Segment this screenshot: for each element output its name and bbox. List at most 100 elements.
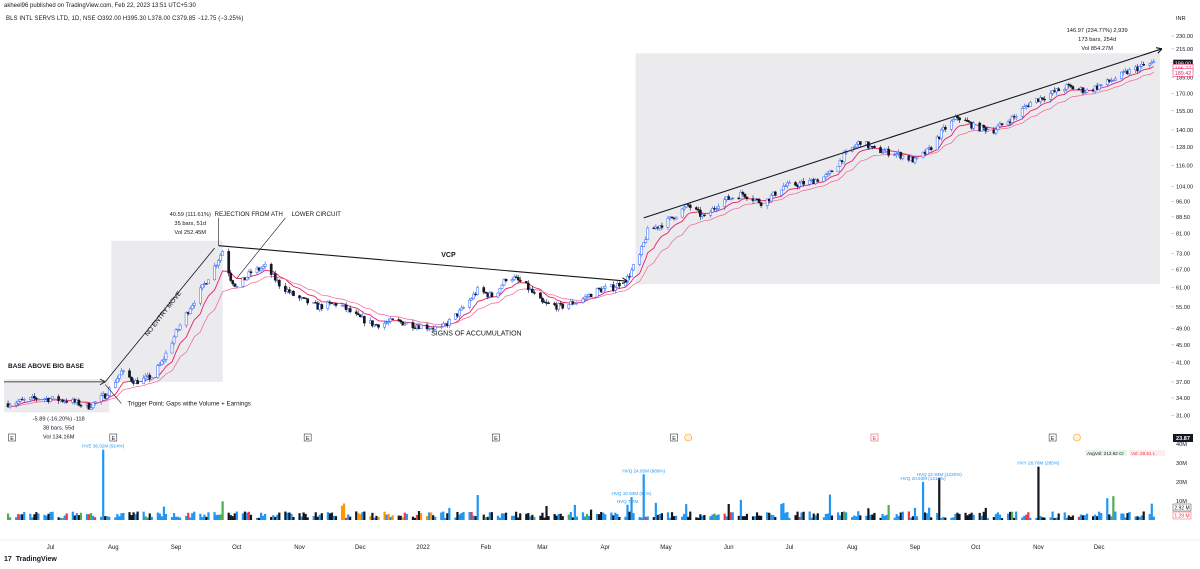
volume-bar [312, 515, 315, 520]
candle-body [915, 156, 919, 159]
candle-body [158, 364, 162, 366]
price-tick-label: 155.00 [1176, 109, 1193, 115]
month-tick-label: Feb [481, 545, 492, 551]
tradingview-logo: 17 [4, 556, 12, 563]
volume-bar [1063, 512, 1066, 520]
candle-body [765, 198, 769, 206]
volume-bar [1053, 518, 1056, 520]
volume-bar [687, 516, 690, 520]
candle-body [630, 269, 633, 277]
volume-bar [357, 513, 360, 520]
volume-bar [703, 514, 706, 520]
earnings-marker-label: E [10, 436, 14, 442]
candle-body [89, 407, 93, 410]
candle-body [759, 202, 763, 206]
volume-bar [836, 512, 840, 520]
volume-bar [1134, 516, 1137, 520]
volume-bar [838, 515, 842, 520]
candle-body [120, 370, 123, 376]
volume-bar [21, 514, 24, 520]
candle-body [269, 263, 273, 275]
volume-bar [227, 512, 230, 520]
candle-body [482, 287, 486, 293]
volume-bar [958, 513, 961, 520]
volume-bar [668, 517, 672, 520]
volume-bar [440, 512, 443, 520]
volume-label-box [1172, 503, 1192, 512]
measure-mid-line: 35 bars, 51d [174, 221, 206, 227]
volume-bar [952, 517, 955, 520]
candle-body [454, 313, 457, 320]
volume-bar [972, 514, 975, 520]
volume-bar [670, 512, 674, 520]
volume-bar [772, 515, 775, 520]
candle-body [968, 121, 971, 123]
candle-body [1138, 66, 1142, 72]
volume-bar [1128, 511, 1131, 520]
volume-bar [964, 512, 967, 520]
volume-bar [29, 513, 32, 520]
candle-body [130, 376, 133, 382]
volume-bar [448, 507, 451, 520]
candle-body [201, 284, 204, 289]
volume-bar [77, 515, 81, 520]
candle-body [980, 124, 984, 132]
candle-body [573, 303, 577, 305]
volume-peak-label: HVQ 22.93M (1220%) [917, 472, 963, 477]
volume-bar [158, 513, 161, 520]
candle-body [828, 170, 832, 174]
candle-body [952, 119, 955, 122]
volume-bar [1085, 513, 1089, 520]
candle-body [822, 176, 826, 182]
candle-body [784, 185, 787, 187]
candle-body [1152, 61, 1156, 63]
candle-body [660, 225, 664, 228]
volume-bar [286, 512, 289, 520]
candle-body [128, 370, 131, 378]
volume-bar [456, 511, 459, 520]
candle-body [358, 314, 362, 318]
volume-bar [391, 515, 394, 520]
volume-bar [923, 512, 927, 520]
volume-bar [468, 512, 471, 520]
volume-bar [774, 516, 777, 520]
volume-bar [883, 515, 886, 520]
candle-body [118, 374, 121, 379]
candle-body [802, 181, 805, 185]
month-tick-label: May [660, 545, 671, 551]
candle-body [583, 296, 587, 300]
volume-bar [148, 513, 151, 520]
volume-bar [630, 497, 633, 520]
volume-bar [1069, 516, 1072, 520]
volume-bar [895, 514, 898, 520]
candle-body [1114, 78, 1117, 81]
volume-bar [298, 513, 301, 520]
volume-bar [221, 501, 224, 520]
candle-body [14, 402, 18, 406]
volume-bar [928, 507, 931, 520]
candle-body [65, 401, 69, 403]
volume-bar [666, 512, 670, 520]
volume-bar [93, 517, 97, 520]
candle-body [779, 189, 783, 196]
tradingview-footer: 17 TradingView [4, 556, 57, 563]
candle-body [170, 342, 174, 354]
volume-bar [114, 517, 117, 520]
trend-box [635, 53, 1160, 285]
price-tick-label: 116.00 [1176, 164, 1193, 170]
volume-bar [8, 517, 12, 520]
volume-bar [288, 512, 291, 520]
candle-body [405, 322, 409, 325]
candle-body [518, 279, 522, 282]
volume-bar [717, 514, 720, 520]
volume-bar [272, 515, 275, 520]
candle-body [1022, 106, 1026, 109]
volume-bar [533, 516, 536, 520]
volume-bar [108, 516, 111, 520]
candle-body [893, 154, 897, 156]
volume-bar [812, 513, 815, 520]
volume-bar [887, 504, 890, 520]
volume-bar [476, 495, 479, 520]
volume-value-label-2: 1.29 M [1174, 514, 1189, 520]
